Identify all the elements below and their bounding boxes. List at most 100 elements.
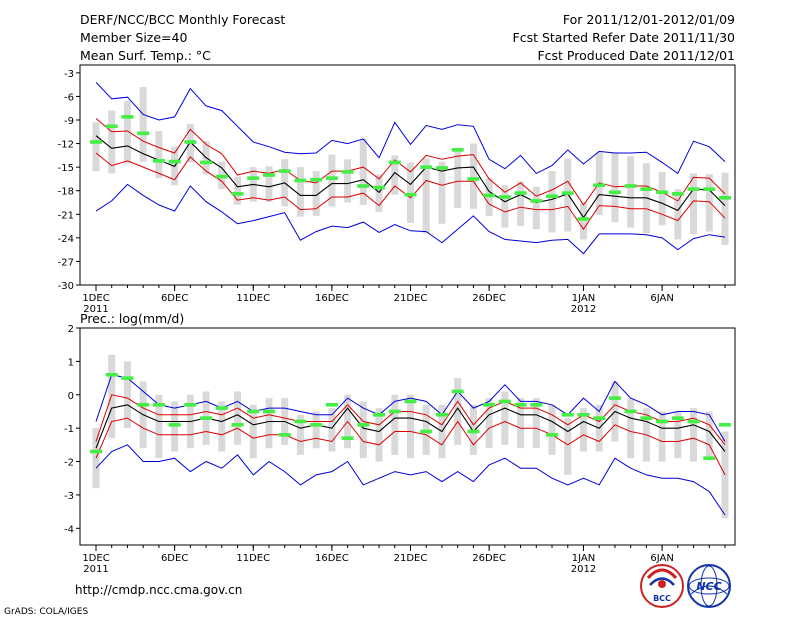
observed-marker (215, 406, 228, 410)
observed-marker (247, 176, 260, 180)
member-range-box (674, 189, 682, 240)
member-range-box (108, 110, 116, 174)
source-url: http://cmdp.ncc.cma.gov.cn (75, 583, 242, 597)
observed-marker (200, 416, 213, 420)
member-range-box (422, 158, 430, 234)
x-tick-label: 6JAN (650, 553, 673, 564)
observed-marker (467, 177, 480, 181)
member-range-box (579, 408, 587, 452)
observed-marker (530, 402, 543, 407)
y-tick-label: -4 (64, 524, 74, 535)
observed-marker (546, 194, 559, 199)
observed-marker (608, 190, 621, 195)
member-range-box (564, 158, 572, 232)
observed-marker (262, 409, 275, 414)
precip-panel-label: Prec.: log(mm/d) (80, 311, 184, 326)
observed-marker (388, 409, 401, 414)
bcc-logo-text: BCC (653, 594, 671, 603)
member-range-box (501, 391, 509, 445)
observed-marker (656, 419, 669, 424)
member-range-box (454, 149, 462, 208)
observed-marker (90, 140, 102, 144)
ncc-logo-icon: NCC (687, 564, 731, 608)
x-tick-label: 1DEC (82, 553, 109, 564)
fcst-started-label: Fcst Started Refer Date 2011/11/30 (513, 30, 736, 45)
member-range-box (234, 391, 242, 445)
member-range-box (690, 173, 698, 234)
member-range-box (249, 404, 257, 459)
observed-marker (121, 376, 134, 380)
observed-marker (341, 436, 354, 440)
observed-marker (200, 160, 213, 165)
observed-marker (404, 192, 417, 197)
observed-marker (451, 148, 464, 152)
member-range-box (359, 138, 367, 205)
member-range-box (627, 398, 635, 459)
x-tick-label: 1JAN (572, 553, 595, 564)
member-range-box (690, 408, 698, 462)
observed-marker (325, 402, 338, 407)
observed-marker (341, 170, 354, 174)
observed-marker (420, 165, 433, 169)
observed-marker (404, 399, 417, 404)
member-range-box (517, 181, 525, 227)
period-label: For 2011/12/01-2012/01/09 (563, 12, 735, 27)
x-tick-label: 11DEC (236, 293, 270, 304)
y-tick-label: 2 (68, 324, 74, 335)
series-upper-line (95, 394, 726, 446)
member-range-box (344, 159, 352, 203)
x-tick-label: 21DEC (394, 553, 428, 564)
ncc-logo-text: NCC (696, 580, 721, 593)
x-tick-year-label: 2011 (83, 564, 108, 575)
observed-marker (593, 183, 606, 188)
y-tick-label: -1 (64, 424, 74, 435)
y-tick-label: 0 (68, 391, 74, 402)
observed-marker (262, 173, 275, 177)
observed-marker (184, 140, 197, 144)
member-range-box (391, 394, 399, 455)
y-tick-label: -15 (58, 163, 74, 174)
member-range-box (359, 401, 367, 459)
observed-marker (247, 409, 260, 414)
member-range-box (265, 166, 273, 202)
observed-marker (310, 177, 323, 182)
member-range-box (312, 171, 320, 216)
x-tick-label: 6DEC (161, 293, 188, 304)
observed-marker (719, 195, 731, 200)
observed-marker (90, 449, 102, 454)
x-tick-label: 1DEC (82, 293, 109, 304)
observed-marker (152, 402, 165, 407)
member-range-box (658, 171, 666, 226)
observed-marker (577, 217, 590, 221)
observed-marker (388, 160, 401, 165)
x-tick-label: 16DEC (315, 293, 349, 304)
observed-marker (561, 191, 574, 195)
y-tick-label: -9 (64, 116, 74, 127)
observed-marker (498, 195, 511, 199)
y-tick-label: -6 (64, 92, 74, 103)
chart-title: DERF/NCC/BCC Monthly Forecast (80, 12, 285, 27)
observed-marker (703, 187, 716, 191)
observed-marker (231, 423, 244, 427)
observed-marker (231, 192, 244, 196)
member-range-box (234, 176, 242, 205)
observed-marker (357, 423, 370, 427)
member-range-box (375, 174, 383, 212)
x-tick-label: 11DEC (236, 553, 270, 564)
observed-marker (373, 185, 386, 190)
observed-marker (593, 416, 606, 420)
member-range-box (407, 394, 414, 459)
y-tick-label: -3 (64, 491, 74, 502)
member-range-box (296, 414, 304, 455)
observed-marker (624, 184, 637, 188)
member-range-box (627, 156, 635, 228)
series-upper-line (95, 118, 726, 206)
observed-marker (577, 413, 590, 417)
member-range-box (407, 162, 414, 223)
member-range-box (155, 131, 163, 179)
member-range-box (517, 398, 525, 449)
x-tick-label: 21DEC (394, 293, 428, 304)
observed-marker (278, 169, 291, 173)
